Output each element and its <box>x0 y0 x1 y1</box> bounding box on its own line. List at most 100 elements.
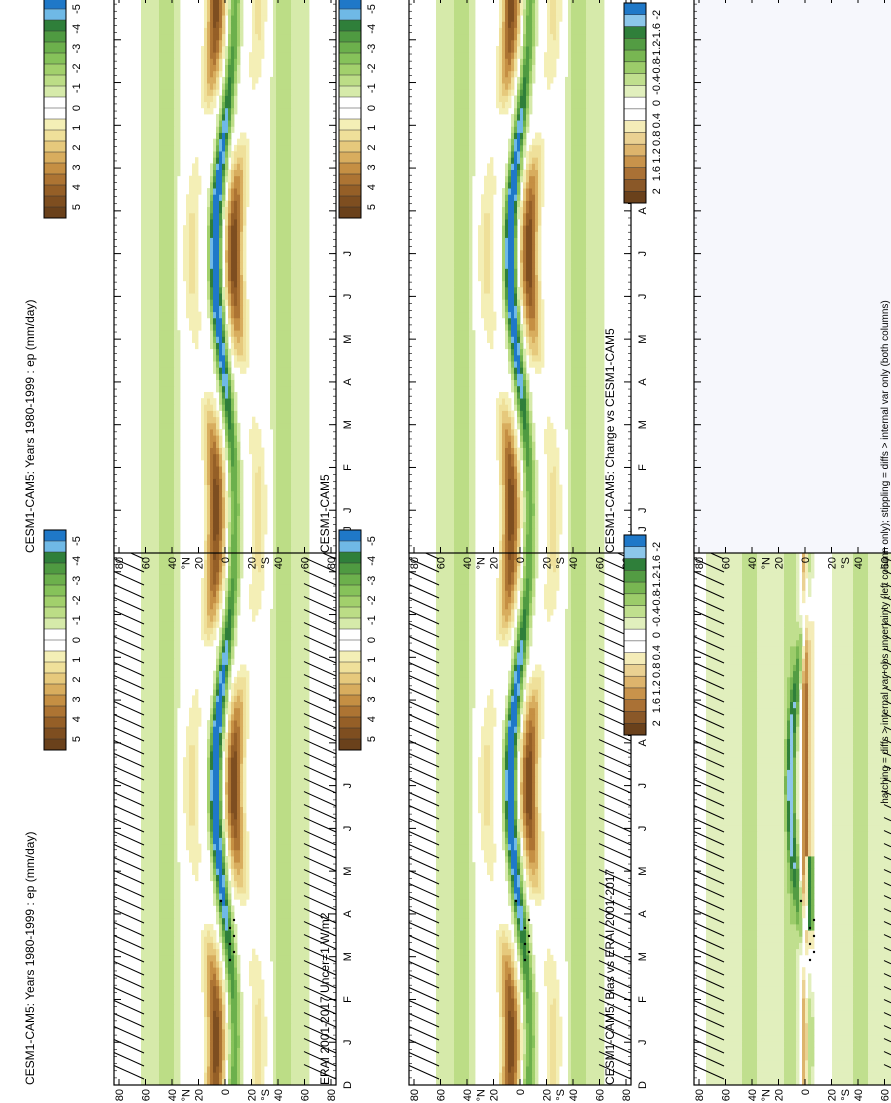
heatmap-cell <box>270 633 274 641</box>
heatmap-cell <box>204 571 208 579</box>
heatmap-cell <box>204 1072 208 1079</box>
heatmap-cell <box>153 880 157 888</box>
heatmap-cell <box>303 515 307 523</box>
heatmap-cell <box>279 571 283 579</box>
heatmap-cell <box>291 856 295 863</box>
heatmap-cell <box>153 695 157 702</box>
heatmap-cell <box>300 979 304 987</box>
heatmap-cell <box>288 602 292 610</box>
heatmap-cell <box>285 1072 289 1079</box>
heatmap-cell <box>294 1022 298 1030</box>
heatmap-cell <box>162 812 166 820</box>
heatmap-cell <box>219 1066 223 1073</box>
heatmap-cell <box>162 441 166 448</box>
heatmap-cell <box>273 998 277 1005</box>
heatmap-cell <box>192 707 196 715</box>
heatmap-cell <box>141 615 145 622</box>
heatmap-cell <box>225 670 229 678</box>
heatmap-cell <box>225 707 229 715</box>
heatmap-cell <box>228 1016 232 1024</box>
heatmap-cell <box>156 1004 160 1011</box>
heatmap-cell <box>291 923 295 931</box>
heatmap-cell <box>282 633 286 641</box>
heatmap-cell <box>231 466 235 473</box>
heatmap-cell <box>273 979 277 987</box>
heatmap-cell <box>234 744 238 752</box>
heatmap-cell <box>291 1066 295 1073</box>
heatmap-cell <box>285 1035 289 1042</box>
heatmap-cell <box>279 1047 283 1055</box>
heatmap-cell <box>291 689 295 696</box>
heatmap-cell <box>222 856 226 863</box>
heatmap-cell <box>165 818 169 826</box>
heatmap-cell <box>261 998 265 1005</box>
heatmap-cell <box>213 422 217 430</box>
heatmap-cell <box>210 812 214 820</box>
heatmap-cell <box>252 578 256 585</box>
colorbar-swatch <box>43 650 67 663</box>
heatmap-cell <box>291 453 295 461</box>
heatmap-cell <box>240 763 244 770</box>
heatmap-cell <box>222 509 226 516</box>
heatmap-cell <box>255 1022 259 1030</box>
heatmap-cell <box>240 1010 244 1018</box>
heatmap-cell <box>162 1078 166 1085</box>
heatmap-cell <box>303 862 307 869</box>
heatmap-cell <box>222 571 226 579</box>
heatmap-cell <box>159 1066 163 1073</box>
heatmap-cell <box>285 1066 289 1073</box>
heatmap-cell <box>276 515 280 523</box>
heatmap-cell <box>177 553 181 560</box>
heatmap-cell <box>201 453 205 461</box>
heatmap-cell <box>255 459 259 467</box>
heatmap-cell <box>234 683 238 690</box>
heatmap-cell <box>279 899 283 906</box>
heatmap-cell <box>165 893 169 900</box>
colorbar-swatch <box>43 529 67 542</box>
heatmap-cell <box>165 738 169 746</box>
heatmap-cell <box>288 1047 292 1055</box>
heatmap-cell <box>243 818 247 826</box>
heatmap-cell <box>306 899 310 906</box>
heatmap-cell <box>303 540 307 547</box>
heatmap-cell <box>297 670 301 678</box>
heatmap-cell <box>231 880 235 888</box>
heatmap-cell <box>282 559 286 567</box>
heatmap-cell <box>144 534 148 541</box>
heatmap-cell <box>231 515 235 523</box>
heatmap-cell <box>291 991 295 999</box>
heatmap-cell <box>222 936 226 943</box>
heatmap-cell <box>159 1029 163 1036</box>
heatmap-cell <box>156 905 160 913</box>
heatmap-cell <box>297 967 301 974</box>
heatmap-cell <box>294 596 298 604</box>
heatmap-cell <box>213 490 217 498</box>
heatmap-cell <box>222 695 226 702</box>
heatmap-cell <box>198 843 202 851</box>
heatmap-cell <box>279 806 283 814</box>
heatmap-cell <box>153 1078 157 1085</box>
heatmap-cell <box>195 738 199 746</box>
heatmap-cell <box>177 645 181 653</box>
heatmap-cell <box>225 1035 229 1042</box>
heatmap-cell <box>213 794 217 801</box>
heatmap-cell <box>288 812 292 820</box>
heatmap-cell <box>168 1004 172 1011</box>
heatmap-cell <box>264 1059 268 1067</box>
heatmap-cell <box>162 942 166 950</box>
heatmap-cell <box>219 775 223 783</box>
heatmap-cell <box>282 1004 286 1011</box>
heatmap-cell <box>156 893 160 900</box>
heatmap-cell <box>288 769 292 777</box>
heatmap-cell <box>225 453 229 461</box>
heatmap-cell <box>270 645 274 653</box>
heatmap-cell <box>243 701 247 709</box>
hatch-line <box>113 948 145 963</box>
heatmap-cell <box>150 998 154 1005</box>
hatch-line <box>113 675 145 690</box>
heatmap-cell <box>171 410 175 418</box>
heatmap-cell <box>234 608 238 616</box>
heatmap-cell <box>207 818 211 826</box>
heatmap-cell <box>294 979 298 987</box>
heatmap-cell <box>162 484 166 492</box>
